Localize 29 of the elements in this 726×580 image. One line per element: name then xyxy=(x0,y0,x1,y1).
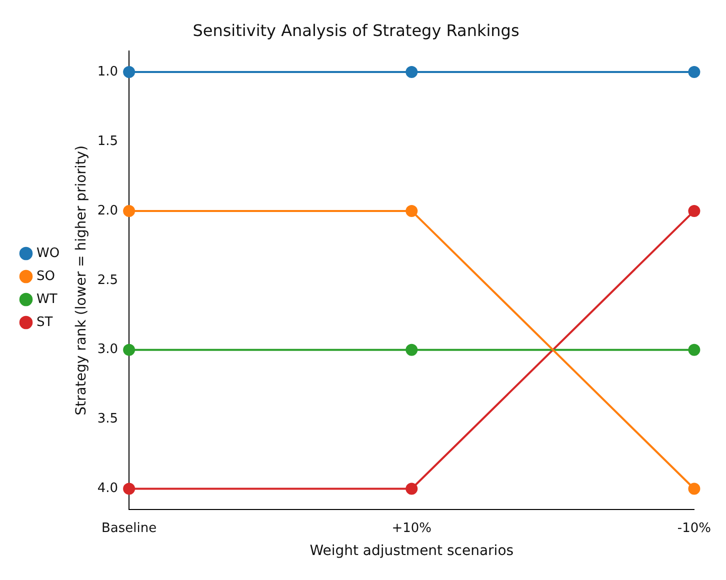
chart-title: Sensitivity Analysis of Strategy Rankings xyxy=(192,20,520,40)
legend-label: WO xyxy=(36,246,60,261)
y-tick-label: 2.5 xyxy=(97,272,118,288)
point xyxy=(406,344,418,356)
point xyxy=(123,344,136,356)
legend-label: ST xyxy=(36,314,53,330)
point xyxy=(688,344,700,356)
x-tick-label: Baseline xyxy=(102,520,157,536)
point xyxy=(123,204,136,217)
point xyxy=(406,482,418,495)
point xyxy=(123,66,136,78)
y-tick-label: 4.0 xyxy=(97,481,118,496)
point xyxy=(688,482,700,495)
point xyxy=(123,482,136,495)
y-tick-label: 3.5 xyxy=(97,412,118,427)
x-axis-title: Weight adjustment scenarios xyxy=(310,543,514,560)
y-axis-title: Strategy rank (lower = higher priority) xyxy=(74,145,90,416)
x-tick-label: -10% xyxy=(677,520,712,536)
point xyxy=(406,204,418,217)
point xyxy=(688,204,700,217)
point xyxy=(406,66,418,78)
y-tick-label: 1.0 xyxy=(97,64,118,80)
legend-label: SO xyxy=(36,268,55,284)
y-tick-label: 2.0 xyxy=(97,203,118,218)
legend-label: WT xyxy=(36,292,58,307)
y-tick-label: 3.0 xyxy=(97,342,118,358)
point xyxy=(688,66,700,78)
y-tick-label: 1.5 xyxy=(97,134,118,149)
x-tick-label: +10% xyxy=(392,520,432,536)
